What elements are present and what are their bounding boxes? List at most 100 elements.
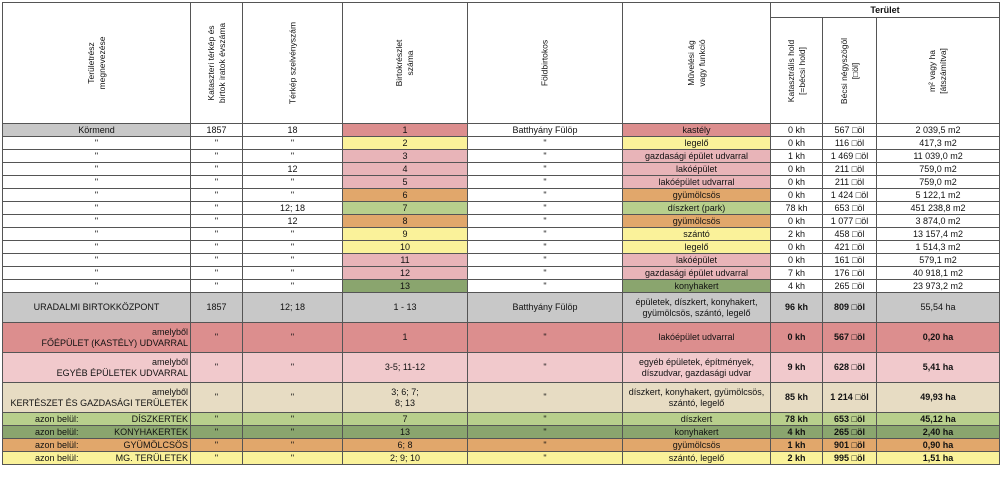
parcel-cell: 9 <box>342 227 468 241</box>
map-sheet-cell: " <box>242 240 343 254</box>
m2-cell: 2 039,5 m2 <box>875 123 1000 137</box>
owner-cell: " <box>467 201 623 215</box>
year-cell: " <box>190 279 243 293</box>
m2-cell: 1 514,3 m2 <box>875 240 1000 254</box>
group-kh-cell: 0 kh <box>770 322 823 353</box>
within-ol-cell: 653 □öl <box>822 412 877 426</box>
summary-row: URADALMI BIRTOKKÖZPONT 1857 12; 18 1 - 13 Ba… <box>2 292 1000 323</box>
summary-parcel-cell: 1 - 13 <box>342 292 468 323</box>
map-sheet-cell: " <box>242 136 343 150</box>
kh-cell: 4 kh <box>770 279 823 293</box>
kh-cell: 7 kh <box>770 266 823 280</box>
year-cell: " <box>190 201 243 215</box>
table-row: " " " 5 " lakóépület udvarral 0 kh 211 □öl 759,0… <box>2 175 1000 189</box>
parcel-cell: 7 <box>342 201 468 215</box>
owner-cell: " <box>467 253 623 267</box>
map-sheet-cell: " <box>242 266 343 280</box>
use-cell: díszkert (park) <box>622 201 771 215</box>
within-map-cell: " <box>242 451 343 465</box>
header-parcel: Birtokrészlet száma <box>342 2 468 124</box>
m2-cell: 579,1 m2 <box>875 253 1000 267</box>
group-use-cell: lakóépület udvarral <box>622 322 771 353</box>
use-cell: kastély <box>622 123 771 137</box>
within-row: azon belül: MG. TERÜLETEK " " 2; 9; 10 " szánt… <box>2 451 1000 465</box>
group-use-cell: díszkert, konyhakert, gyümölcsös, szántó… <box>622 382 771 413</box>
group-year-cell: " <box>190 322 243 353</box>
header-ol: Bécsi négyszögöl [□öl] <box>822 17 877 124</box>
within-owner-cell: " <box>467 412 623 426</box>
group-map-cell: " <box>242 322 343 353</box>
kh-cell: 78 kh <box>770 201 823 215</box>
year-cell: " <box>190 162 243 176</box>
group-ol-cell: 628 □öl <box>822 352 877 383</box>
table-row: " " " 9 " szántó 2 kh 458 □öl 13 157,4 m2 <box>2 227 1000 241</box>
use-cell: gyümölcsös <box>622 214 771 228</box>
year-cell: " <box>190 240 243 254</box>
within-owner-cell: " <box>467 451 623 465</box>
year-cell: " <box>190 266 243 280</box>
group-use-cell: egyéb épületek, építmények, díszudvar, g… <box>622 352 771 383</box>
map-sheet-cell: 12 <box>242 214 343 228</box>
within-prefix: azon belül: <box>35 426 79 437</box>
table-row: " " " 11 " lakóépület 0 kh 161 □öl 579,1 m2 <box>2 253 1000 267</box>
within-map-cell: " <box>242 425 343 439</box>
within-parcel-cell: 6; 8 <box>342 438 468 452</box>
map-sheet-cell: 12; 18 <box>242 201 343 215</box>
within-prefix: azon belül: <box>35 452 79 463</box>
area-name-cell: " <box>2 240 191 254</box>
kh-cell: 0 kh <box>770 240 823 254</box>
group-year-cell: " <box>190 352 243 383</box>
parcel-cell: 12 <box>342 266 468 280</box>
owner-cell: " <box>467 266 623 280</box>
owner-cell: " <box>467 227 623 241</box>
summary-name-cell: URADALMI BIRTOKKÖZPONT <box>2 292 191 323</box>
header-area: Terület <box>769 2 1000 18</box>
area-name-cell: " <box>2 136 191 150</box>
use-cell: lakóépület <box>622 162 771 176</box>
area-name-cell: " <box>2 201 191 215</box>
kh-cell: 1 kh <box>770 149 823 163</box>
map-sheet-cell: " <box>242 253 343 267</box>
kh-cell: 0 kh <box>770 188 823 202</box>
table-row: " " " 2 " legelő 0 kh 116 □öl 417,3 m2 <box>2 136 1000 150</box>
group-row: amelyből FŐÉPÜLET (KASTÉLY) UDVARRAL " " 1 "… <box>2 322 1000 353</box>
within-kh-cell: 78 kh <box>770 412 823 426</box>
group-parcel-cell: 3-5; 11-12 <box>342 352 468 383</box>
m2-cell: 11 039,0 m2 <box>875 149 1000 163</box>
map-sheet-cell: 18 <box>242 123 343 137</box>
use-cell: legelő <box>622 240 771 254</box>
parcel-cell: 1 <box>342 123 468 137</box>
parcel-cell: 5 <box>342 175 468 189</box>
within-map-cell: " <box>242 438 343 452</box>
area-name-cell: " <box>2 266 191 280</box>
header-year: Kataszteri térkép és birtok iratok évszá… <box>190 2 243 124</box>
use-cell: szántó <box>622 227 771 241</box>
m2-cell: 417,3 m2 <box>875 136 1000 150</box>
area-name-cell: " <box>2 188 191 202</box>
within-ha-cell: 2,40 ha <box>875 425 1000 439</box>
ol-cell: 1 077 □öl <box>822 214 877 228</box>
map-sheet-cell: " <box>242 188 343 202</box>
group-name-cell: amelyből FŐÉPÜLET (KASTÉLY) UDVARRAL <box>2 322 191 353</box>
use-cell: legelő <box>622 136 771 150</box>
ol-cell: 265 □öl <box>822 279 877 293</box>
map-sheet-cell: " <box>242 227 343 241</box>
header-owner: Földbirtokos <box>467 2 623 124</box>
group-ol-cell: 1 214 □öl <box>822 382 877 413</box>
group-ha-cell: 49,93 ha <box>875 382 1000 413</box>
year-cell: " <box>190 175 243 189</box>
within-parcel-cell: 7 <box>342 412 468 426</box>
group-name-cell: amelyből EGYÉB ÉPÜLETEK UDVARRAL <box>2 352 191 383</box>
land-parcel-table: Területrész megnevezése Kataszteri térké… <box>2 2 1000 465</box>
table-row: " " " 12 " gazdasági épület udvarral 7 kh 176 □… <box>2 266 1000 280</box>
ol-cell: 1 424 □öl <box>822 188 877 202</box>
area-name-cell: " <box>2 175 191 189</box>
year-cell: " <box>190 227 243 241</box>
m2-cell: 759,0 m2 <box>875 175 1000 189</box>
area-name-cell: Körmend <box>2 123 191 137</box>
year-cell: 1857 <box>190 123 243 137</box>
within-name-cell: azon belül: DÍSZKERTEK <box>2 412 191 426</box>
within-row: azon belül: GYÜMÖLCSÖS " " 6; 8 " gyümölcsös 1 … <box>2 438 1000 452</box>
within-name: KONYHAKERTEK <box>114 426 188 437</box>
area-name-cell: " <box>2 149 191 163</box>
